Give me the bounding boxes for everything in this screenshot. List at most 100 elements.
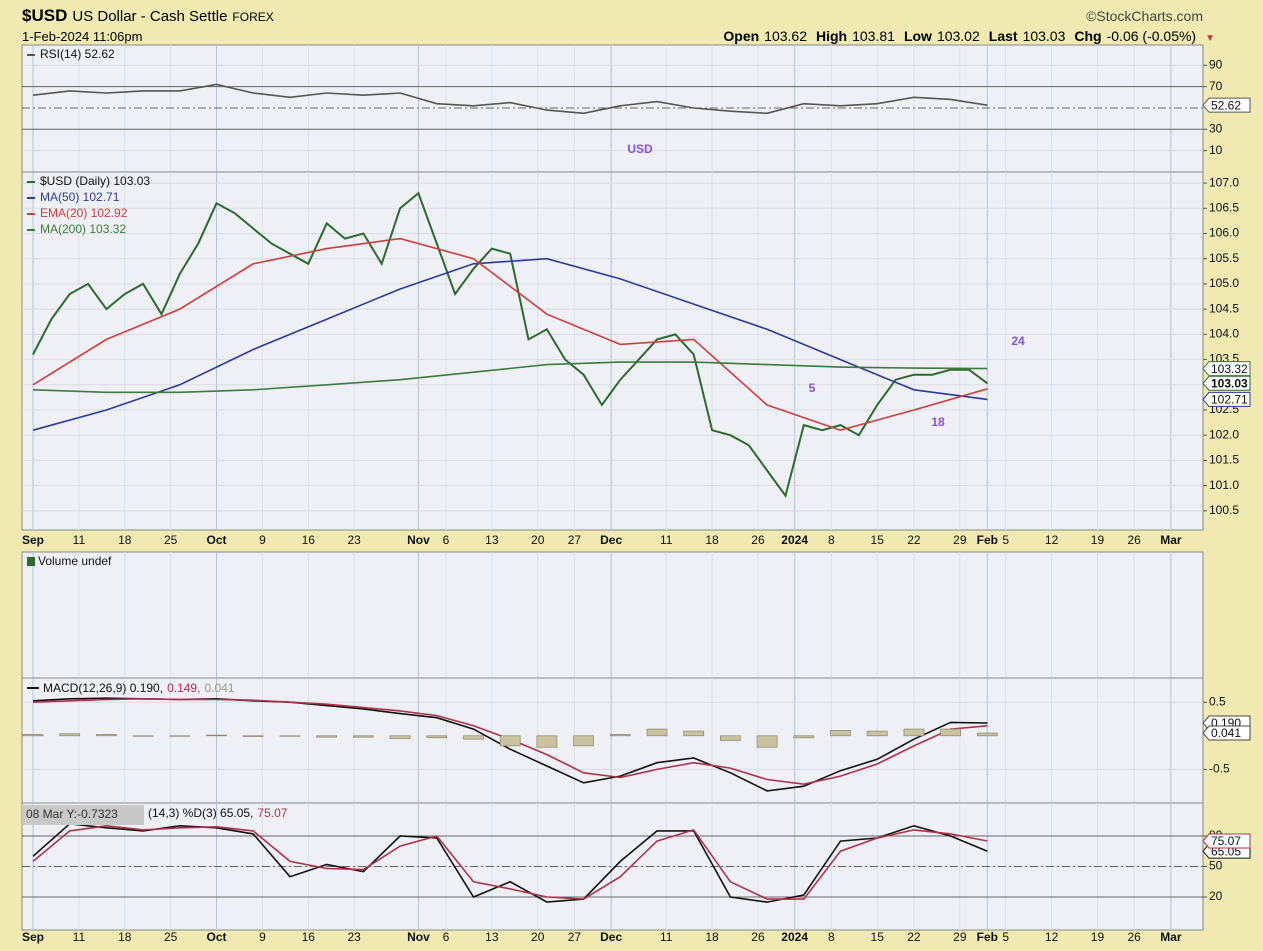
x-tick-label: 20 xyxy=(531,930,545,944)
annotation: 5 xyxy=(809,381,816,395)
legend-label: 75.07 xyxy=(257,806,287,820)
y-tick-label: 70 xyxy=(1209,79,1223,93)
source: ©StockCharts.com xyxy=(1086,8,1203,24)
series-group xyxy=(32,191,988,498)
histogram-bar xyxy=(59,733,81,737)
x-tick-label: 6 xyxy=(443,533,450,547)
y-tick-label: 50 xyxy=(1209,859,1223,873)
x-tick-label: 19 xyxy=(1091,930,1105,944)
x-tick-label: 12 xyxy=(1045,930,1059,944)
histogram-bar xyxy=(242,735,264,737)
histogram-bar xyxy=(96,734,117,737)
histogram-bar xyxy=(353,735,374,738)
legend-label: 0.149, xyxy=(167,681,200,695)
x-tick-label: Feb xyxy=(977,533,998,547)
histogram-bar xyxy=(316,735,338,738)
legend-label: MA(200) 103.32 xyxy=(40,222,126,236)
value-tag-label: 102.71 xyxy=(1211,393,1248,407)
value-tag xyxy=(1202,361,1251,377)
y-tick-label: 20 xyxy=(1209,889,1223,903)
x-tick-label: Mar xyxy=(1160,930,1182,944)
x-tick-label: 25 xyxy=(164,533,178,547)
series-group xyxy=(22,697,998,792)
x-tick-label: 9 xyxy=(259,533,266,547)
x-tick-label: 27 xyxy=(568,533,582,547)
y-tick-label: 107.0 xyxy=(1209,175,1239,189)
series-group xyxy=(32,822,988,903)
value-tag xyxy=(1202,391,1251,407)
down-arrow: ▼ xyxy=(1205,33,1215,44)
legend-label: MACD(12,26,9) 0.190, xyxy=(43,681,163,695)
y-tick-label: 106.5 xyxy=(1209,200,1239,214)
legend-label: EMA(20) 102.92 xyxy=(40,206,128,220)
exchange: FOREX xyxy=(232,10,274,24)
x-tick-label: 9 xyxy=(259,930,266,944)
cursor-readout: 08 Mar Y:-0.7323 xyxy=(26,807,118,821)
legend-label: RSI(14) 52.62 xyxy=(40,47,115,61)
histogram-bar xyxy=(756,735,778,748)
x-tick-label: 13 xyxy=(485,533,499,547)
histogram-bar xyxy=(903,728,925,737)
x-tick-label: 25 xyxy=(164,930,178,944)
histogram-bar xyxy=(940,728,961,737)
x-tick-label: 5 xyxy=(1002,533,1009,547)
x-tick-label: 15 xyxy=(871,533,885,547)
histogram-bar xyxy=(977,732,998,737)
x-tick-label: 11 xyxy=(660,533,673,547)
x-tick-label: Nov xyxy=(407,930,430,944)
histogram-bar xyxy=(279,735,301,737)
x-tick-label: 18 xyxy=(705,930,719,944)
x-tick-label: 8 xyxy=(828,930,835,944)
annotation: 18 xyxy=(931,415,945,429)
panel-title: Volume undef xyxy=(38,554,112,568)
quote-label: Open xyxy=(723,28,760,44)
x-tick-label: 11 xyxy=(660,930,673,944)
panel xyxy=(21,44,1204,173)
value-tag-label: 52.62 xyxy=(1211,98,1241,112)
title-row: $USD US Dollar - Cash Settle FOREX xyxy=(22,6,274,26)
symbol: $USD xyxy=(22,6,68,25)
annotation: 24 xyxy=(1011,334,1025,348)
x-tick-label: Mar xyxy=(1160,533,1182,547)
y-tick-label: 101.5 xyxy=(1209,453,1239,467)
panel xyxy=(21,171,1204,531)
x-tick-label: 12 xyxy=(1045,533,1059,547)
value-tag-label: 103.32 xyxy=(1211,362,1248,376)
y-tick-label: 0.5 xyxy=(1209,694,1226,708)
y-tick-label: 101.0 xyxy=(1209,478,1239,492)
series-line xyxy=(32,191,988,498)
y-tick-label: 100.5 xyxy=(1209,503,1239,517)
histogram-bar xyxy=(720,735,741,741)
x-tick-label: 15 xyxy=(871,930,885,944)
legend: (14,3) %D(3) 65.05, 75.07 xyxy=(148,806,288,820)
x-tick-label: 23 xyxy=(348,930,362,944)
quote-label: High xyxy=(816,28,848,44)
x-tick-label: 29 xyxy=(953,533,967,547)
x-tick-label: 11 xyxy=(73,533,86,547)
value-tag-label: 75.07 xyxy=(1211,834,1241,848)
histogram-bar xyxy=(609,734,631,737)
x-tick-label: 26 xyxy=(751,533,765,547)
y-tick-label: 105.0 xyxy=(1209,276,1239,290)
x-tick-label: 26 xyxy=(1127,930,1141,944)
quote-label: Chg xyxy=(1074,28,1102,44)
annotation: USD xyxy=(627,142,653,156)
series-line xyxy=(32,361,988,394)
x-tick-label: 16 xyxy=(302,533,316,547)
y-tick-label: -0.5 xyxy=(1209,762,1230,776)
histogram-bar xyxy=(573,735,594,747)
quote-value: 103.02 xyxy=(936,28,980,44)
histogram-bar xyxy=(22,734,44,737)
histogram-bar xyxy=(646,728,668,737)
x-tick-label: 22 xyxy=(907,533,921,547)
value-tag xyxy=(1202,97,1251,113)
value-tag xyxy=(1202,833,1251,849)
value-tag-label: 0.041 xyxy=(1211,726,1241,740)
series-line xyxy=(32,824,988,900)
x-tick-label: Oct xyxy=(207,930,227,944)
value-tag xyxy=(1202,725,1251,741)
panel xyxy=(21,551,1204,679)
x-tick-label: 26 xyxy=(751,930,765,944)
